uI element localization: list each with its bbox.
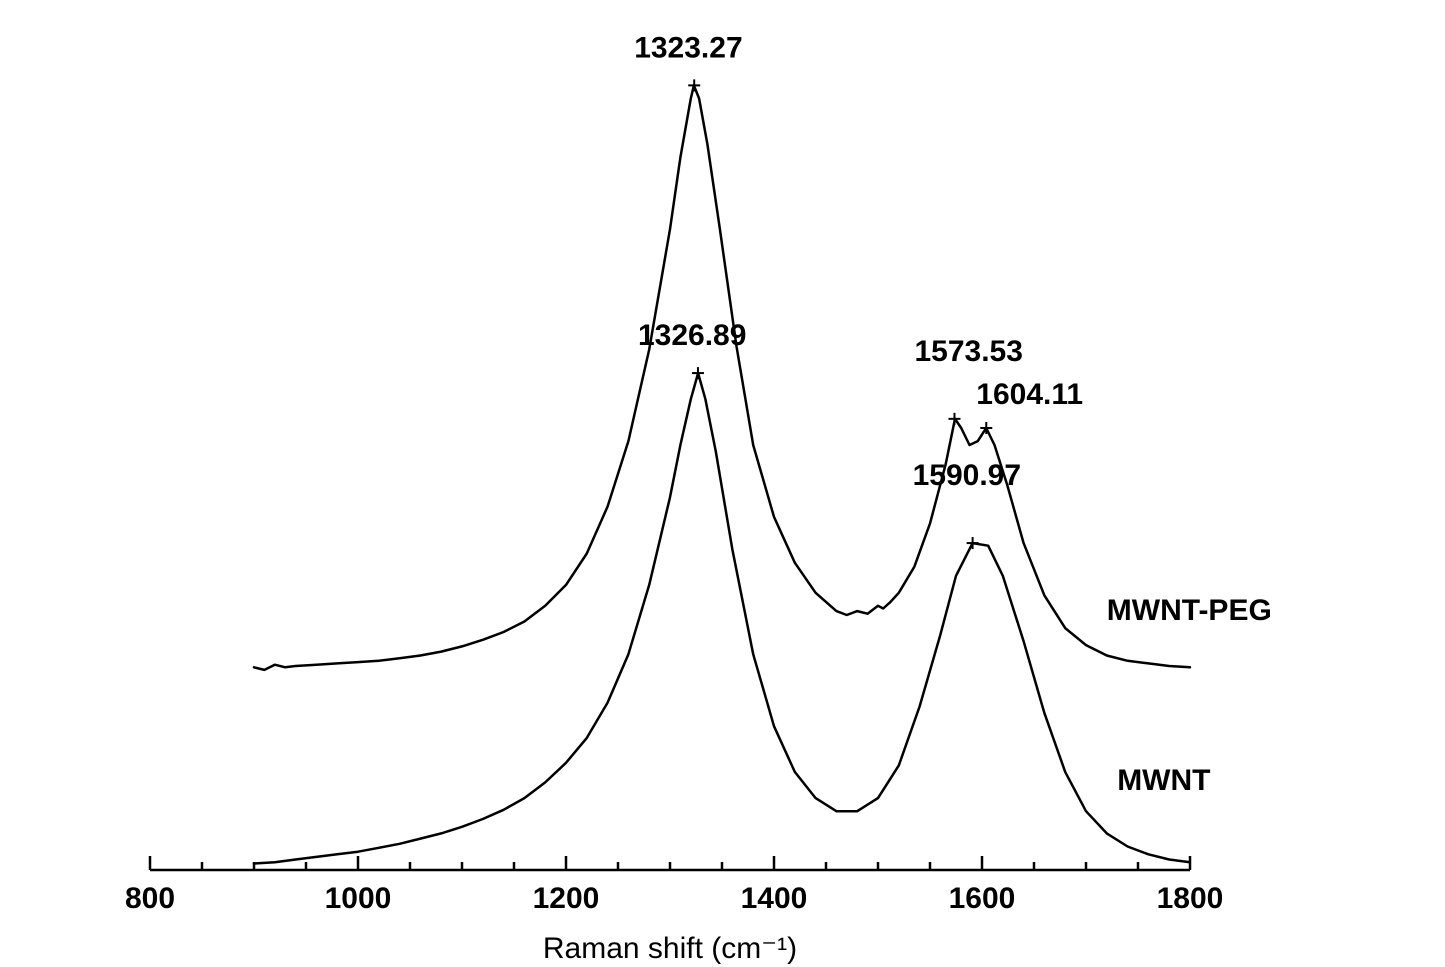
x-tick-label: 800: [125, 882, 175, 915]
x-tick-label: 1000: [325, 882, 392, 915]
raman-chart: 800 1000 1200 1400 1600 1800 Raman shift (cm⁻¹…: [0, 0, 1445, 967]
series-label-MWNT-PEG: MWNT-PEG: [1107, 594, 1272, 627]
series-label-MWNT: MWNT: [1117, 764, 1210, 797]
peak-label: 1604.11: [976, 378, 1083, 411]
x-tick-label: 1600: [949, 882, 1016, 915]
peak-label: 1573.53: [914, 335, 1022, 368]
chart-svg: 800 1000 1200 1400 1600 1800 Raman shift (cm⁻¹…: [0, 0, 1445, 967]
x-tick-label: 1400: [741, 882, 808, 915]
peak-label: 1323.27: [634, 31, 742, 64]
x-tick-label: 1200: [533, 882, 600, 915]
series-MWNT: [254, 373, 1190, 863]
x-tick-label: 1800: [1157, 882, 1224, 915]
x-axis-label: Raman shift (cm⁻¹): [543, 932, 797, 965]
